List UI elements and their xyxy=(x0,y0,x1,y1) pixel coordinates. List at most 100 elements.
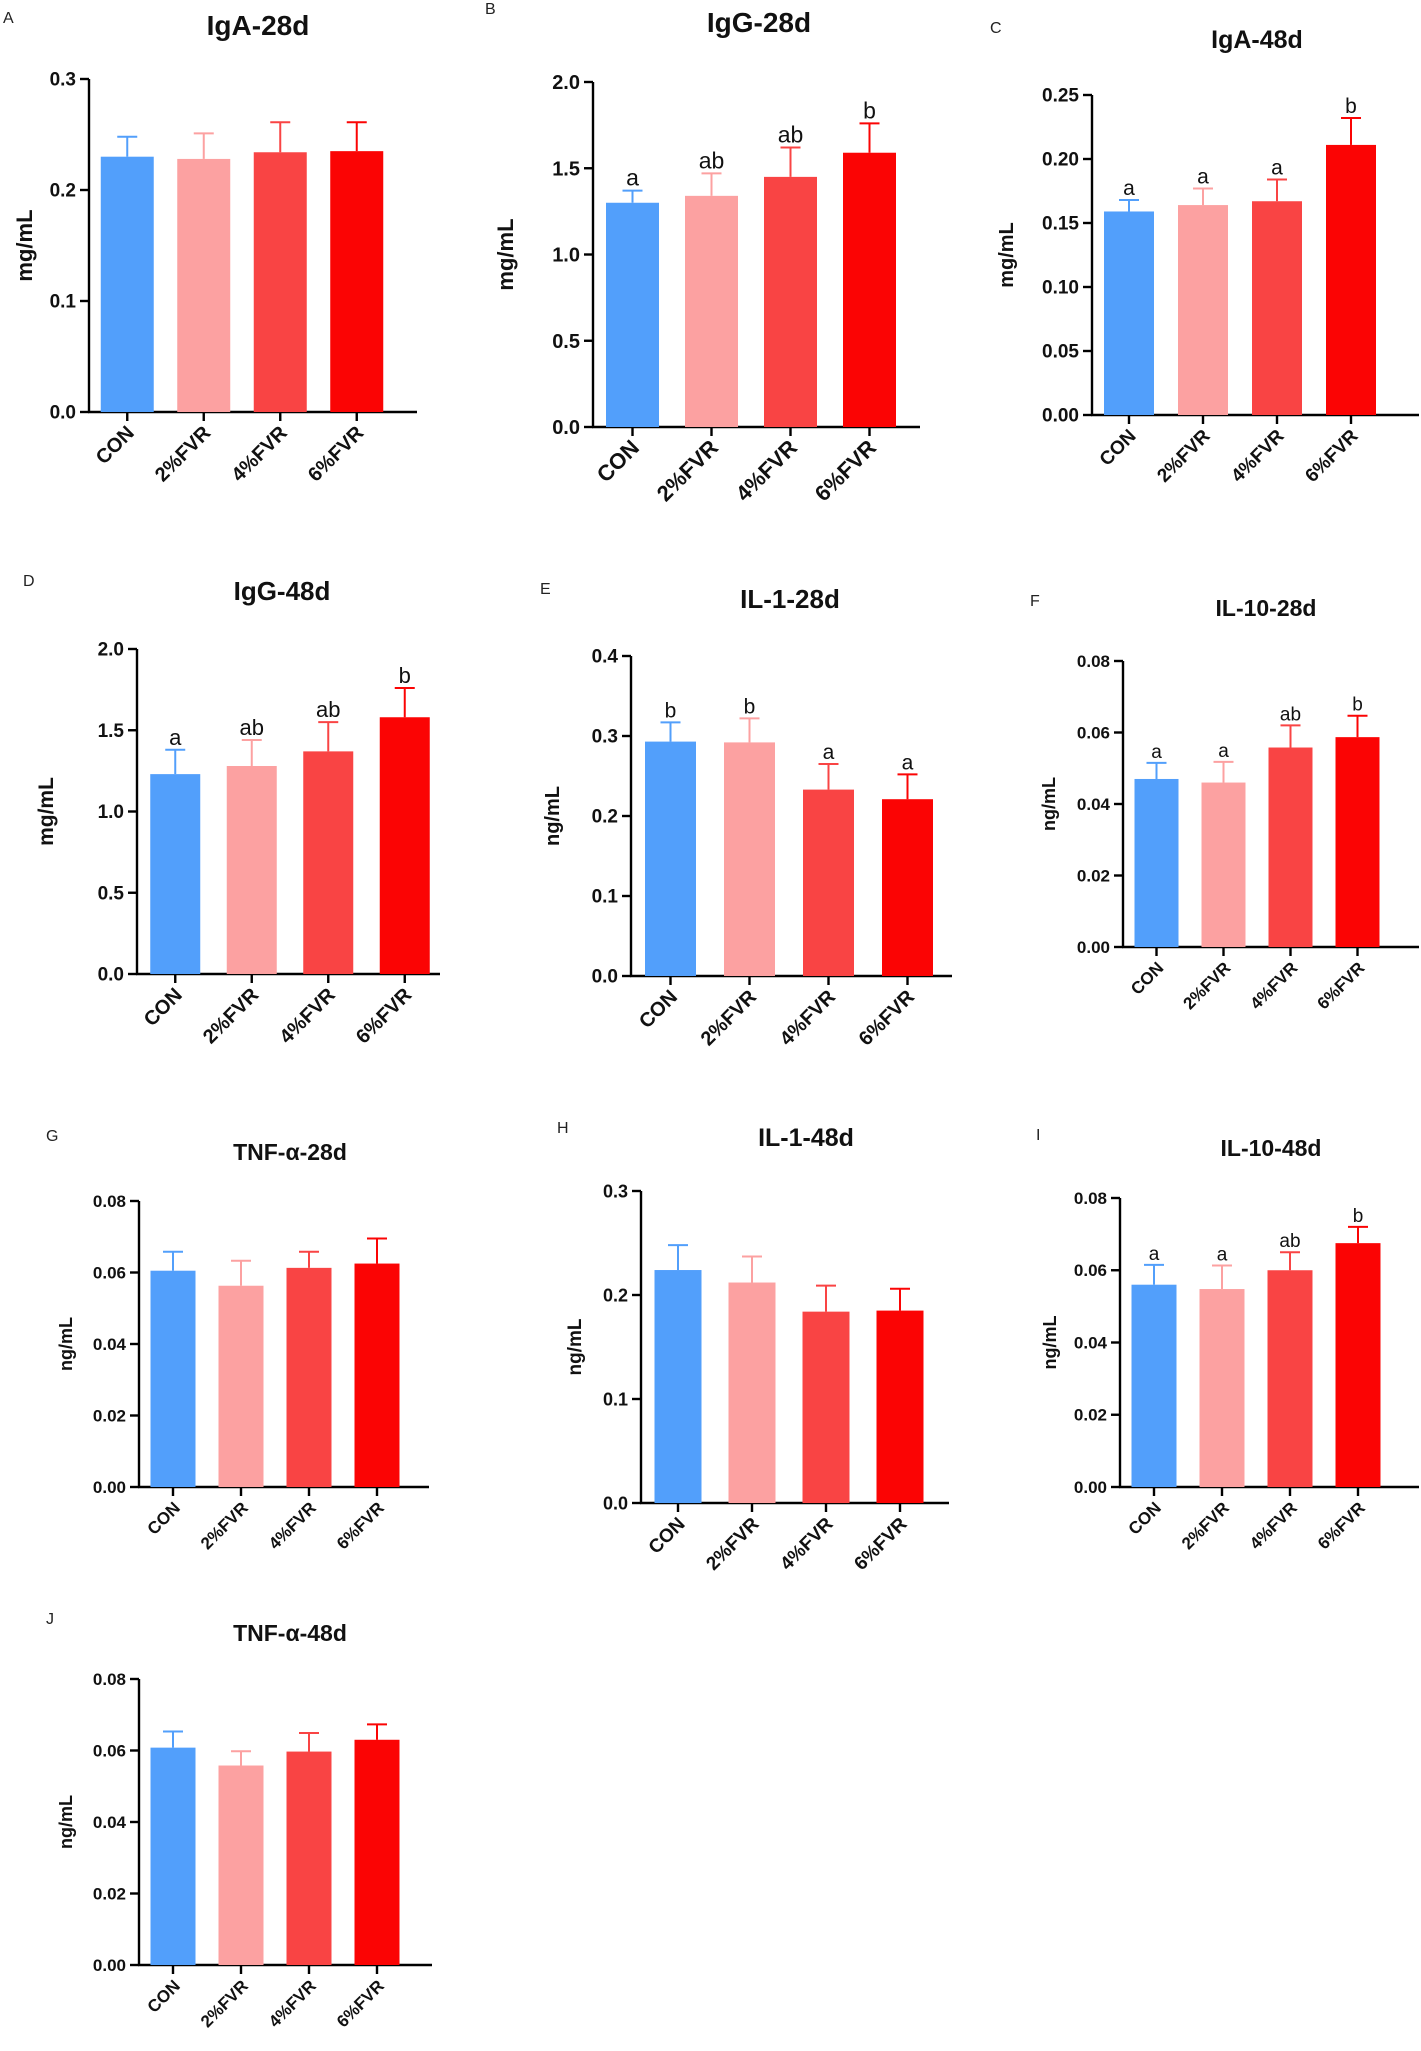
y-tick-label: 0.0 xyxy=(552,417,580,439)
y-tick-label: 0.10 xyxy=(1042,278,1079,299)
bar-2pct-fvr xyxy=(724,742,775,976)
significance-letter: a xyxy=(1151,742,1162,763)
y-tick-label: 0.08 xyxy=(1074,1189,1107,1208)
bar-6pct-fvr xyxy=(1335,1243,1381,1487)
significance-letter: a xyxy=(1218,741,1229,762)
y-tick-label: 0.0 xyxy=(603,1493,628,1513)
bar-con xyxy=(1131,1284,1177,1487)
y-tick-label: 0.00 xyxy=(1042,406,1079,427)
bar-6pct-fvr xyxy=(330,151,384,412)
y-tick-label: 0.5 xyxy=(98,883,125,904)
chart-panel-e: E IL-1-28d ng/mL 0.0 0.1 0.2 0.3 0.4 b CON b 2%FVR a… xyxy=(540,581,952,1050)
y-tick-label: 0.00 xyxy=(93,1478,126,1497)
bar-con xyxy=(654,1270,702,1503)
y-axis-label: ng/mL xyxy=(565,1318,586,1375)
bar-6pct-fvr xyxy=(379,717,430,974)
bar-2pct-fvr xyxy=(218,1285,264,1487)
bar-con xyxy=(150,1747,196,1965)
bar-con xyxy=(100,156,154,412)
x-category-label: 6%FVR xyxy=(333,1976,388,2031)
chart-title: IgA-48d xyxy=(1211,26,1303,54)
x-category-label: CON xyxy=(592,435,644,487)
x-category-label: 4%FVR xyxy=(1246,958,1301,1013)
bar-4pct-fvr xyxy=(764,176,817,427)
bar-con xyxy=(1104,211,1154,415)
x-category-label: CON xyxy=(1096,426,1141,471)
significance-letter: a xyxy=(626,165,639,191)
y-tick-label: 0.25 xyxy=(1042,86,1079,107)
y-axis-label: mg/mL xyxy=(493,218,518,290)
x-category-label: 6%FVR xyxy=(850,1513,911,1574)
significance-letter: a xyxy=(823,741,835,764)
bar-6pct-fvr xyxy=(882,799,933,976)
significance-letter: ab xyxy=(1279,1231,1300,1252)
y-tick-label: 0.0 xyxy=(50,403,76,424)
x-category-label: 2%FVR xyxy=(199,984,264,1049)
x-category-label: 6%FVR xyxy=(1314,1498,1369,1553)
chart-title: IgG-48d xyxy=(234,576,331,606)
x-category-label: 4%FVR xyxy=(228,422,293,487)
bar-2pct-fvr xyxy=(685,195,738,427)
significance-letter: a xyxy=(1197,165,1209,188)
bar-6pct-fvr xyxy=(354,1263,400,1487)
y-tick-label: 0.00 xyxy=(1077,938,1110,957)
chart-panel-a: A IgA-28d mg/mL 0.0 0.1 0.2 0.3 CON 2%FVR 4%FVR 6%… xyxy=(3,10,417,486)
x-category-label: 4%FVR xyxy=(776,1513,837,1574)
y-tick-label: 0.5 xyxy=(552,331,580,353)
bar-4pct-fvr xyxy=(253,152,307,412)
y-tick-label: 0.04 xyxy=(1077,795,1111,814)
y-tick-label: 0.06 xyxy=(1077,723,1110,742)
bar-2pct-fvr xyxy=(177,158,231,412)
y-tick-label: 0.08 xyxy=(1077,652,1110,671)
y-tick-label: 0.00 xyxy=(1074,1478,1107,1497)
x-category-label: CON xyxy=(92,422,139,469)
y-tick-label: 0.02 xyxy=(93,1884,126,1903)
y-tick-label: 1.0 xyxy=(98,802,124,823)
x-category-label: 2%FVR xyxy=(1153,425,1214,486)
panel-letter: B xyxy=(485,1,496,18)
x-category-label: 2%FVR xyxy=(652,435,723,506)
chart-panel-c: C IgA-48d mg/mL 0.00 0.05 0.10 0.15 0.20 0.25 a CO… xyxy=(990,20,1419,487)
panel-letter: A xyxy=(3,10,14,27)
x-category-label: 6%FVR xyxy=(855,986,920,1051)
y-axis-label: ng/mL xyxy=(56,1317,76,1371)
significance-letter: b xyxy=(1353,1206,1364,1227)
y-tick-label: 0.3 xyxy=(50,70,76,91)
x-category-label: CON xyxy=(635,986,682,1033)
bar-2pct-fvr xyxy=(218,1765,264,1965)
panel-letter: I xyxy=(1036,1127,1040,1144)
x-category-label: 2%FVR xyxy=(702,1513,763,1574)
x-category-label: 6%FVR xyxy=(1301,425,1362,486)
y-axis-label: mg/mL xyxy=(996,222,1018,288)
chart-title: IL-1-48d xyxy=(758,1124,854,1152)
bar-4pct-fvr xyxy=(286,1751,332,1965)
chart-panel-g: G TNF-α-28d ng/mL 0.00 0.02 0.04 0.06 0.08 CON 2%… xyxy=(46,1128,429,1553)
y-tick-label: 0.4 xyxy=(592,647,619,668)
significance-letter: a xyxy=(1271,156,1283,179)
y-tick-label: 0.06 xyxy=(93,1741,126,1760)
x-category-label: 4%FVR xyxy=(265,1976,320,2031)
x-category-label: CON xyxy=(144,1498,184,1538)
y-tick-label: 2.0 xyxy=(552,72,580,94)
y-tick-label: 0.2 xyxy=(592,807,618,828)
chart-title: IL-10-48d xyxy=(1221,1135,1322,1161)
y-axis-label: mg/mL xyxy=(12,209,37,281)
panel-letter: H xyxy=(557,1120,569,1137)
bar-2pct-fvr xyxy=(226,766,277,974)
y-tick-label: 0.05 xyxy=(1042,342,1079,363)
y-tick-label: 0.1 xyxy=(592,887,619,908)
x-category-label: 6%FVR xyxy=(304,422,369,487)
y-tick-label: 2.0 xyxy=(98,640,124,661)
y-tick-label: 0.15 xyxy=(1042,214,1079,235)
chart-title: IL-10-28d xyxy=(1216,595,1317,621)
x-category-label: CON xyxy=(140,984,187,1031)
bar-4pct-fvr xyxy=(1268,747,1313,947)
chart-panel-f: F IL-10-28d ng/mL 0.00 0.02 0.04 0.06 0.08 a CON a… xyxy=(1030,593,1419,1013)
x-category-label: 4%FVR xyxy=(1227,425,1288,486)
significance-letter: ab xyxy=(1280,704,1301,725)
significance-letter: b xyxy=(744,695,756,718)
x-category-label: 4%FVR xyxy=(731,435,802,506)
significance-letter: b xyxy=(863,97,876,123)
x-category-label: 2%FVR xyxy=(151,422,216,487)
